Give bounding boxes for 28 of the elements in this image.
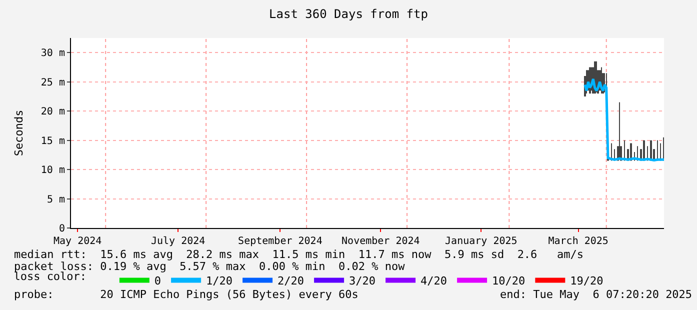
- x-tick-label: September 2024: [238, 236, 322, 247]
- x-tick-label: November 2024: [342, 236, 420, 247]
- text: probe: 20 ICMP Echo Pings (56 Bytes) every 60s: [14, 288, 358, 301]
- y-tick-label: 20 m: [40, 106, 65, 118]
- x-tick-label: July 2024: [150, 236, 206, 247]
- y-tick-label: 5 m: [46, 194, 65, 206]
- line-series: [584, 78, 664, 162]
- y-tick-label: 30 m: [40, 48, 65, 60]
- legend-label: 4/20: [420, 274, 448, 288]
- y-tick-label: 15 m: [40, 136, 65, 147]
- y-tick-label: 25 m: [40, 77, 65, 88]
- text: end: Tue May 6 07:20:20 2025: [500, 288, 692, 301]
- y-tick-label: 10 m: [40, 165, 65, 176]
- y-axis-title: Seconds: [12, 110, 26, 156]
- legend-label: 1/20: [206, 274, 233, 288]
- legend-label: 0: [154, 274, 162, 288]
- legend-label: 19/20: [570, 274, 604, 288]
- x-tick-label: May 2024: [54, 236, 102, 247]
- text: median rtt: 15.6 ms avg 28.2 ms max 11.5 ms min 11.7 ms now 5.9 ms sd 2.6 am/s: [14, 248, 584, 261]
- legend-label: 2/20: [278, 274, 304, 288]
- y-tick-label: 0: [58, 224, 65, 234]
- x-tick-label: March 2025: [548, 236, 608, 247]
- legend-label: 3/20: [349, 274, 376, 288]
- legend-title: loss color:: [14, 270, 106, 284]
- text: packet loss: 0.19 % avg 5.57 % max 0.00 % min 0.02 % now: [14, 260, 406, 273]
- legend-label: 10/20: [492, 274, 526, 288]
- x-tick-label: January 2025: [445, 236, 518, 247]
- chart-title: Last 360 Days from ftp: [269, 7, 428, 22]
